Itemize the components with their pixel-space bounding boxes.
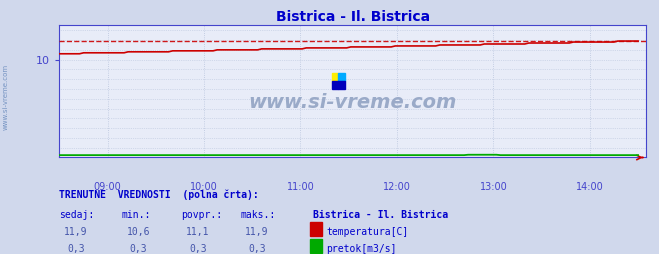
Text: 10,6: 10,6 xyxy=(127,227,150,237)
Title: Bistrica - Il. Bistrica: Bistrica - Il. Bistrica xyxy=(275,10,430,24)
Bar xyxy=(339,73,345,81)
Text: 0,3: 0,3 xyxy=(248,244,266,254)
Text: 11,9: 11,9 xyxy=(64,227,88,237)
Text: 14:00: 14:00 xyxy=(576,182,604,192)
Text: 0,3: 0,3 xyxy=(130,244,147,254)
Text: sedaj:: sedaj: xyxy=(59,210,94,219)
Text: povpr.:: povpr.: xyxy=(181,210,222,219)
Text: www.si-vreme.com: www.si-vreme.com xyxy=(2,64,9,130)
Text: 09:00: 09:00 xyxy=(94,182,121,192)
Text: 0,3: 0,3 xyxy=(67,244,84,254)
Bar xyxy=(332,81,339,89)
Text: 10:00: 10:00 xyxy=(190,182,218,192)
Text: maks.:: maks.: xyxy=(241,210,275,219)
Text: 13:00: 13:00 xyxy=(480,182,507,192)
Text: temperatura[C]: temperatura[C] xyxy=(326,227,409,237)
Text: 11,9: 11,9 xyxy=(245,227,269,237)
Text: www.si-vreme.com: www.si-vreme.com xyxy=(248,92,457,112)
Bar xyxy=(332,73,339,81)
Text: 12:00: 12:00 xyxy=(383,182,411,192)
Text: min.:: min.: xyxy=(122,210,152,219)
Text: 11,1: 11,1 xyxy=(186,227,210,237)
Text: Bistrica - Il. Bistrica: Bistrica - Il. Bistrica xyxy=(313,210,448,219)
Text: 11:00: 11:00 xyxy=(287,182,314,192)
Text: TRENUTNE  VREDNOSTI  (polna črta):: TRENUTNE VREDNOSTI (polna črta): xyxy=(59,189,259,200)
Text: 0,3: 0,3 xyxy=(189,244,206,254)
Bar xyxy=(339,81,345,89)
Text: pretok[m3/s]: pretok[m3/s] xyxy=(326,244,397,254)
